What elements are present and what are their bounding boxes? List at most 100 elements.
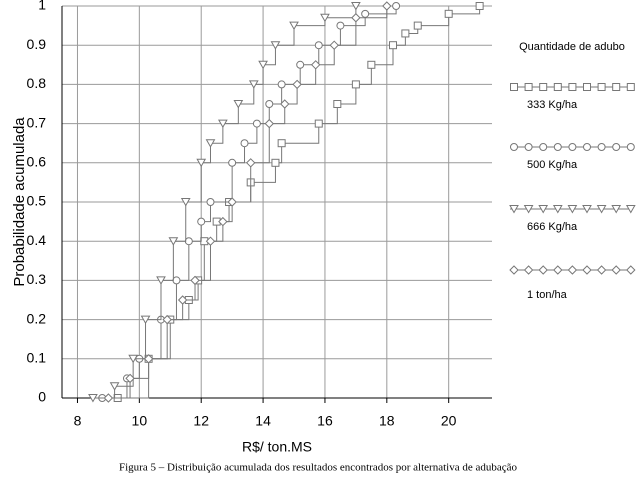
marker xyxy=(401,29,410,38)
marker xyxy=(277,139,286,148)
marker xyxy=(206,198,215,206)
legend-marker xyxy=(553,83,562,91)
marker xyxy=(367,60,376,69)
x-tick-label: 10 xyxy=(132,413,148,429)
marker xyxy=(248,80,259,89)
marker xyxy=(227,197,237,207)
legend-marker xyxy=(510,143,518,151)
legend-marker xyxy=(612,83,621,91)
legend-marker xyxy=(509,205,519,214)
marker xyxy=(329,40,339,50)
y-tick-label: 0.9 xyxy=(27,36,47,52)
x-tick-label: 16 xyxy=(317,413,333,429)
marker xyxy=(475,2,484,10)
legend-marker xyxy=(626,83,635,91)
marker xyxy=(180,198,191,207)
legend-marker xyxy=(553,143,562,151)
y-tick-label: 0.2 xyxy=(27,310,47,326)
marker xyxy=(392,2,401,10)
legend-marker xyxy=(611,205,622,214)
marker xyxy=(289,21,299,31)
marker xyxy=(351,2,361,11)
legend-marker xyxy=(524,83,533,91)
x-tick-label: 18 xyxy=(379,413,395,429)
legend-marker xyxy=(612,143,621,151)
legend-marker xyxy=(523,205,534,214)
marker xyxy=(296,60,305,69)
y-tick-label: 1 xyxy=(38,0,46,13)
legend-marker xyxy=(552,205,563,214)
legend-marker xyxy=(510,83,518,91)
legend-marker xyxy=(582,265,592,275)
marker xyxy=(162,314,172,325)
legend-label: 666 Kg/ha xyxy=(527,221,578,233)
marker xyxy=(413,21,422,30)
marker xyxy=(205,236,216,246)
marker xyxy=(240,139,249,148)
legend-marker xyxy=(583,143,591,151)
legend-marker xyxy=(596,265,607,275)
marker xyxy=(88,394,98,403)
marker xyxy=(218,216,228,227)
marker xyxy=(271,158,280,167)
x-tick-label: 20 xyxy=(441,413,457,429)
marker xyxy=(143,354,154,364)
marker xyxy=(252,119,261,128)
marker xyxy=(444,9,453,18)
legend-marker xyxy=(509,265,519,275)
legend-label: 333 Kg/ha xyxy=(527,99,578,111)
marker xyxy=(320,13,330,23)
series-line xyxy=(102,6,397,399)
x-tick-label: 14 xyxy=(255,413,271,429)
marker xyxy=(197,217,206,226)
marker xyxy=(172,276,181,285)
y-tick-label: 0.4 xyxy=(27,232,47,248)
legend-title: Quantidade de adubo xyxy=(519,41,625,53)
marker xyxy=(351,80,360,89)
marker xyxy=(382,1,392,11)
marker xyxy=(156,276,166,285)
marker xyxy=(351,13,361,23)
caption: Figura 5 – Distribuição acumulada dos re… xyxy=(119,462,518,474)
marker xyxy=(190,275,200,286)
legend-marker xyxy=(597,83,606,91)
y-tick-label: 0.5 xyxy=(27,193,47,209)
marker xyxy=(245,158,256,168)
marker xyxy=(196,158,207,168)
marker xyxy=(103,393,114,403)
x-tick-label: 12 xyxy=(193,413,209,429)
marker xyxy=(314,41,323,50)
marker xyxy=(233,100,244,109)
marker xyxy=(270,41,281,50)
y-tick-label: 0 xyxy=(38,389,46,405)
legend-marker xyxy=(539,83,548,91)
marker xyxy=(361,9,370,18)
legend-marker xyxy=(553,265,563,275)
y-tick-label: 0.6 xyxy=(27,154,47,170)
marker xyxy=(277,80,286,89)
y-tick-label: 0.3 xyxy=(27,271,47,287)
marker xyxy=(264,118,274,129)
marker xyxy=(310,60,321,70)
legend-marker xyxy=(567,205,578,214)
legend-label: 500 Kg/ha xyxy=(527,159,578,171)
marker xyxy=(228,158,237,167)
legend-marker xyxy=(568,83,577,91)
marker xyxy=(128,354,139,364)
x-axis-label: R$/ ton.MS xyxy=(242,439,312,455)
legend-marker xyxy=(597,143,606,151)
marker xyxy=(389,41,398,50)
legend-marker xyxy=(539,143,548,151)
y-axis-label: Probabilidade acumulada xyxy=(11,117,28,287)
marker xyxy=(140,315,151,325)
legend-marker xyxy=(611,265,621,275)
marker xyxy=(336,21,345,30)
marker xyxy=(109,382,120,391)
legend-marker xyxy=(625,205,636,214)
y-tick-label: 0.8 xyxy=(27,75,47,91)
legend-marker xyxy=(567,265,578,275)
marker xyxy=(184,237,193,246)
legend-marker xyxy=(568,143,577,151)
marker xyxy=(258,60,268,70)
